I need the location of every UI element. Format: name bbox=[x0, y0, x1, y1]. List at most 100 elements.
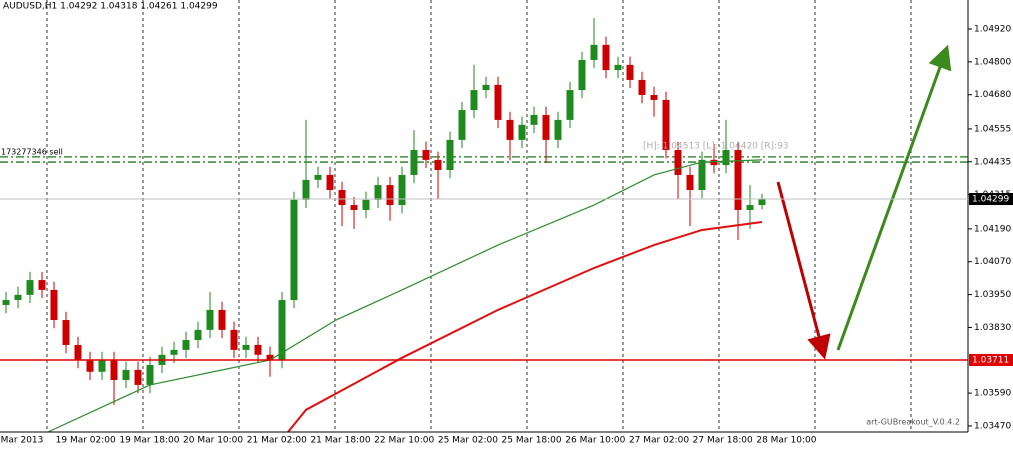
y-tick-label: 1.03830 bbox=[974, 323, 1011, 333]
candle-body bbox=[374, 185, 382, 200]
candle-body bbox=[122, 369, 130, 380]
candle-body bbox=[710, 159, 718, 166]
candle-body bbox=[362, 199, 370, 210]
candle-body bbox=[50, 289, 58, 321]
candle-body bbox=[494, 84, 502, 120]
candle-body bbox=[662, 99, 670, 151]
candle-body bbox=[14, 294, 22, 301]
y-tick-label: 1.04680 bbox=[974, 90, 1011, 100]
y-tick-label: 1.04800 bbox=[974, 57, 1011, 67]
candle-body bbox=[470, 90, 478, 111]
indicator-label: art-GUBreakout_V.0.4.2 bbox=[866, 418, 960, 427]
level-box bbox=[969, 354, 1013, 366]
candle-body bbox=[2, 300, 10, 305]
x-tick-label: 19 Mar 18:00 bbox=[119, 436, 179, 446]
candle-body bbox=[554, 119, 562, 140]
x-tick-label: 26 Mar 10:00 bbox=[565, 436, 625, 446]
candle-body bbox=[230, 329, 238, 350]
order-label: 173277346 sell bbox=[1, 148, 63, 157]
candle-body bbox=[722, 150, 730, 166]
candle-body bbox=[326, 174, 334, 190]
candle-body bbox=[518, 124, 526, 140]
candle-body bbox=[734, 150, 742, 210]
x-tick-label: Mar 2013 bbox=[1, 436, 44, 446]
candle-body bbox=[758, 199, 766, 206]
candle-body bbox=[314, 174, 322, 180]
candle-body bbox=[242, 344, 250, 350]
candle-body bbox=[266, 354, 274, 360]
x-tick-label: 21 Mar 02:00 bbox=[247, 436, 307, 446]
candle-body bbox=[542, 114, 550, 140]
y-tick-label: 1.03470 bbox=[974, 421, 1011, 431]
x-tick-label: 19 Mar 02:00 bbox=[56, 436, 116, 446]
candle-body bbox=[38, 280, 46, 290]
candle-body bbox=[386, 185, 394, 206]
candle-body bbox=[698, 159, 706, 190]
candle-body bbox=[674, 150, 682, 175]
x-tick-label: 21 Mar 18:00 bbox=[310, 436, 370, 446]
candle-body bbox=[74, 344, 82, 360]
candle-body bbox=[290, 199, 298, 301]
y-tick-label: 1.04920 bbox=[974, 25, 1011, 35]
candle-body bbox=[98, 360, 106, 372]
candle-body bbox=[350, 205, 358, 210]
down-arrow bbox=[776, 181, 831, 360]
y-tick-label: 1.04435 bbox=[974, 157, 1011, 167]
level-label: 1.04299 bbox=[972, 195, 1009, 205]
y-tick-label: 1.04555 bbox=[974, 124, 1011, 134]
x-tick-label: 20 Mar 10:00 bbox=[183, 436, 243, 446]
candle-body bbox=[506, 119, 514, 140]
candle-body bbox=[626, 64, 634, 80]
candle-body bbox=[650, 94, 658, 100]
candle-body bbox=[194, 329, 202, 341]
candle-body bbox=[530, 114, 538, 125]
candle-body bbox=[458, 110, 466, 140]
candle-body bbox=[170, 349, 178, 355]
x-tick-label: 22 Mar 10:00 bbox=[374, 436, 434, 446]
candle-body bbox=[62, 320, 70, 345]
candle-body bbox=[134, 369, 142, 385]
x-tick-label: 27 Mar 18:00 bbox=[693, 436, 753, 446]
candle-body bbox=[182, 340, 190, 350]
y-tick-label: 1.04190 bbox=[974, 224, 1011, 234]
up-arrow bbox=[836, 44, 952, 351]
candle-body bbox=[398, 174, 406, 206]
candle-body bbox=[566, 90, 574, 120]
candle-body bbox=[422, 150, 430, 160]
candle-body bbox=[338, 189, 346, 206]
candle-body bbox=[26, 280, 34, 295]
candle-body bbox=[254, 344, 262, 355]
plot bbox=[0, 18, 968, 433]
y-tick-label: 1.03950 bbox=[974, 290, 1011, 300]
x-tick-label: 27 Mar 02:00 bbox=[629, 436, 689, 446]
range-label: [H]: 1.04513 [L]: 1.04420 [R]:93 bbox=[643, 142, 789, 152]
candle-body bbox=[278, 300, 286, 360]
candle-body bbox=[218, 309, 226, 330]
x-tick-label: 28 Mar 10:00 bbox=[756, 436, 816, 446]
candle-body bbox=[590, 44, 598, 60]
moving-average bbox=[287, 221, 763, 433]
candle-body bbox=[602, 44, 610, 71]
candle-body bbox=[86, 360, 94, 372]
candle-body bbox=[482, 84, 490, 91]
candle-body bbox=[434, 159, 442, 171]
x-tick-label: 25 Mar 18:00 bbox=[502, 436, 562, 446]
x-tick-label: 25 Mar 02:00 bbox=[438, 436, 498, 446]
candle-body bbox=[206, 309, 214, 330]
level-label: 1.03711 bbox=[972, 356, 1009, 366]
candle-body bbox=[638, 79, 646, 95]
candle-body bbox=[146, 364, 154, 385]
candle-body bbox=[578, 59, 586, 91]
candle-body bbox=[614, 64, 622, 71]
candle-body bbox=[446, 139, 454, 171]
candle-body bbox=[410, 150, 418, 175]
chart-title: AUDUSD,H1 1.04292 1.04318 1.04261 1.0429… bbox=[3, 2, 218, 12]
level-box bbox=[969, 193, 1013, 206]
y-tick-label: 1.04070 bbox=[974, 257, 1011, 267]
candle-body bbox=[302, 179, 310, 200]
moving-average bbox=[47, 159, 763, 433]
candle-body bbox=[686, 174, 694, 190]
candle-body bbox=[746, 205, 754, 210]
